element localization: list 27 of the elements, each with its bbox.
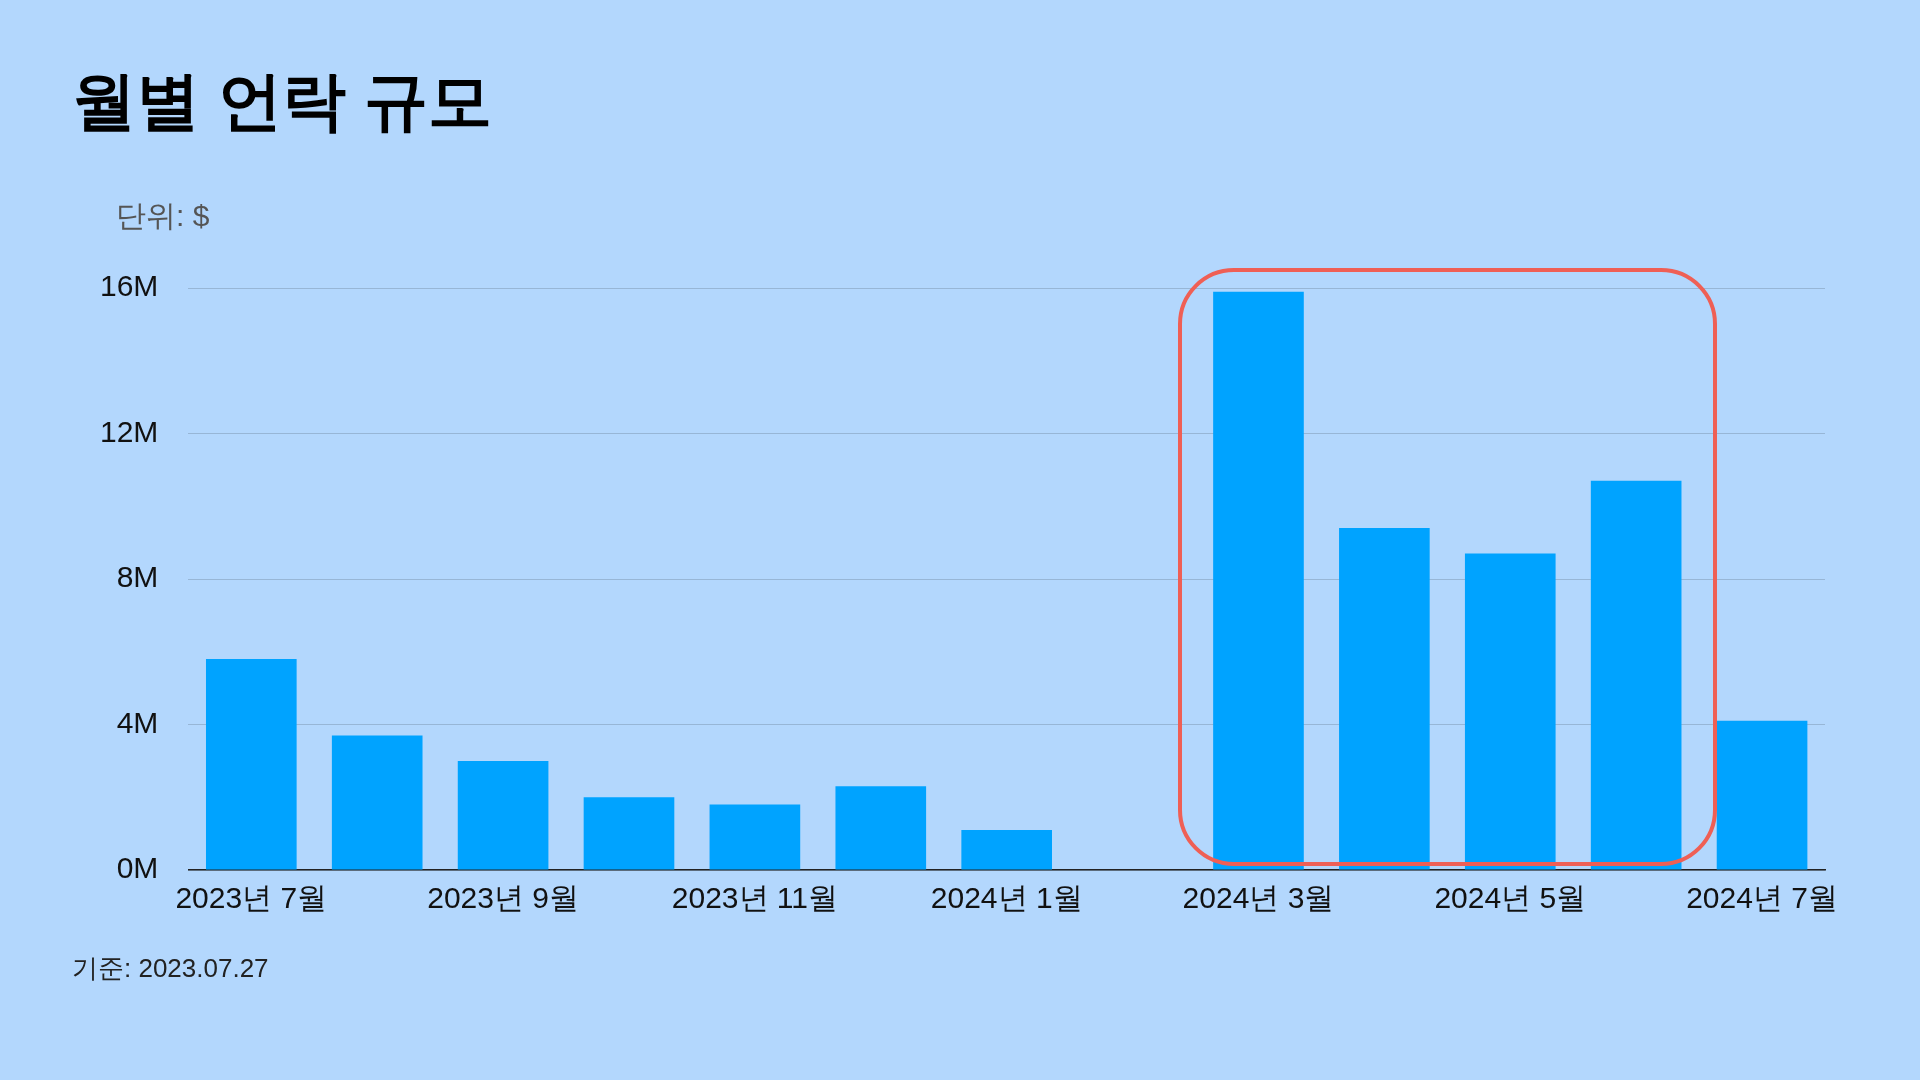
y-axis-title: 단위: $ [116,198,210,234]
chart-title: 월별 언락 규모 [72,64,492,139]
y-tick-label: 8M [116,560,159,594]
x-tick-label: 2024년 5월 [1434,881,1587,915]
bar [1464,553,1556,870]
x-tick-label: 2023년 7월 [175,881,328,915]
bar [583,797,675,870]
y-tick-label: 16M [100,269,159,303]
x-tick-label: 2023년 11월 [671,881,838,915]
y-tick-label: 12M [100,414,159,448]
bar [961,829,1052,870]
text: 기준: 2023.07.27 [72,952,269,985]
bar [1716,720,1808,870]
y-tick-label: 0M [116,851,159,885]
x-tick-label: 2024년 3월 [1182,881,1335,915]
bar [205,659,297,870]
x-tick-label: 2024년 1월 [930,881,1083,915]
y-tick-label: 4M [116,705,159,739]
bar [1339,528,1430,870]
x-tick-label: 2024년 7월 [1686,881,1838,915]
bar [835,786,927,870]
bar [457,760,549,870]
bar [709,804,801,870]
bar [331,735,423,870]
bar [1213,291,1304,870]
x-tick-label: 2023년 9월 [427,881,579,915]
bar [1590,480,1682,870]
